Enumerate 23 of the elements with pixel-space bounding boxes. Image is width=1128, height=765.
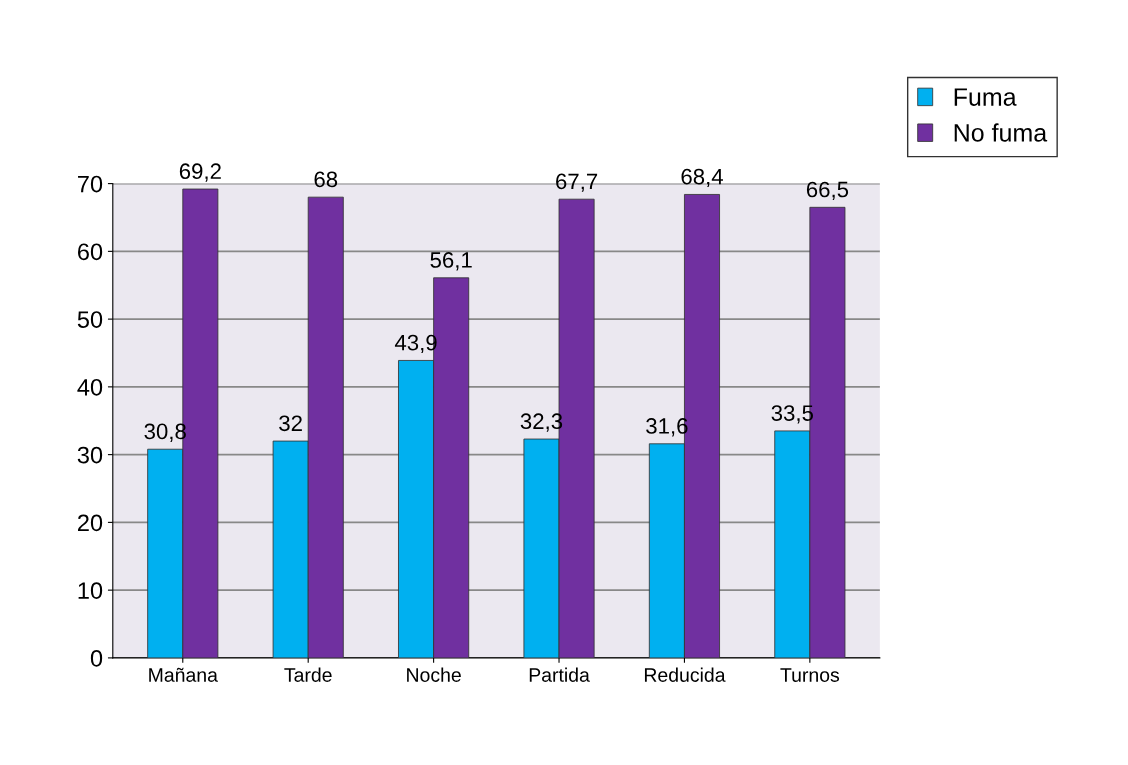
y-tick-label: 70: [78, 175, 103, 193]
legend-label: Fuma: [954, 88, 1017, 106]
y-tick-label: 60: [78, 243, 103, 261]
data-label: 56,1: [430, 252, 472, 271]
data-label: 68,4: [681, 168, 723, 188]
y-tick-label: 0: [90, 649, 103, 667]
data-label: 69,2: [179, 163, 221, 182]
y-tick-label: 50: [77, 311, 103, 328]
x-tick-label: Turnos: [780, 668, 840, 682]
x-tick-label: Tarde: [284, 667, 332, 682]
x-tick-label: Noche: [407, 667, 461, 682]
x-tick-label: Partida: [529, 667, 590, 682]
y-tick-label: 20: [78, 514, 103, 532]
legend-label: No fuma: [954, 123, 1048, 142]
y-tick-label: 30: [77, 446, 103, 464]
y-tick-label: 40: [77, 378, 103, 396]
data-label: 68: [314, 171, 338, 188]
x-tick-label: Reducida: [644, 667, 726, 682]
data-label: 66,5: [806, 181, 849, 200]
data-label: 32: [279, 415, 302, 432]
y-tick-label: 10: [78, 582, 103, 599]
data-label: 67,7: [556, 173, 598, 192]
x-tick-label: Mañana: [149, 667, 218, 682]
